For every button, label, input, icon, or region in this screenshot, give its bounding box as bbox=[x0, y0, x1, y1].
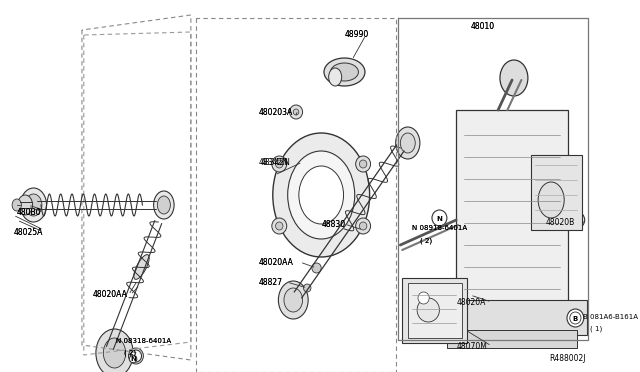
Ellipse shape bbox=[401, 133, 415, 153]
Ellipse shape bbox=[134, 254, 149, 279]
Ellipse shape bbox=[131, 350, 141, 362]
Ellipse shape bbox=[132, 352, 140, 360]
Bar bbox=[447, 330, 577, 348]
Ellipse shape bbox=[500, 60, 528, 96]
Text: 48830: 48830 bbox=[321, 220, 346, 229]
Bar bbox=[531, 155, 582, 230]
Text: 48010: 48010 bbox=[471, 22, 495, 31]
Ellipse shape bbox=[538, 182, 564, 218]
Ellipse shape bbox=[356, 218, 371, 234]
Text: 48827: 48827 bbox=[259, 278, 283, 287]
Text: 48020B: 48020B bbox=[545, 218, 575, 227]
Text: ( 2): ( 2) bbox=[420, 237, 432, 244]
Ellipse shape bbox=[573, 216, 581, 224]
Text: N: N bbox=[130, 356, 136, 362]
Ellipse shape bbox=[303, 284, 311, 292]
Text: 48020AA: 48020AA bbox=[259, 258, 294, 267]
Ellipse shape bbox=[157, 196, 170, 214]
Text: ( 2): ( 2) bbox=[124, 350, 136, 356]
Ellipse shape bbox=[154, 191, 174, 219]
Text: 48025A: 48025A bbox=[14, 228, 44, 237]
Text: 48990: 48990 bbox=[344, 30, 369, 39]
Text: 48020A: 48020A bbox=[456, 298, 486, 307]
Text: 480203A: 480203A bbox=[259, 108, 293, 117]
Text: B 081A6-B161A: B 081A6-B161A bbox=[583, 314, 638, 320]
Text: N 08918-6401A: N 08918-6401A bbox=[412, 225, 468, 231]
Ellipse shape bbox=[103, 338, 125, 368]
Bar bbox=[408, 283, 462, 338]
Ellipse shape bbox=[417, 298, 440, 322]
Ellipse shape bbox=[360, 160, 367, 168]
Ellipse shape bbox=[288, 151, 355, 239]
Text: 48830: 48830 bbox=[321, 220, 346, 229]
Ellipse shape bbox=[278, 281, 308, 319]
Ellipse shape bbox=[418, 292, 429, 304]
Ellipse shape bbox=[284, 288, 303, 312]
Text: N 08318-6401A: N 08318-6401A bbox=[116, 338, 172, 344]
Text: 48342N: 48342N bbox=[260, 158, 291, 167]
Ellipse shape bbox=[12, 199, 21, 211]
Ellipse shape bbox=[18, 195, 33, 215]
Ellipse shape bbox=[272, 156, 287, 172]
Ellipse shape bbox=[20, 188, 47, 222]
Text: B: B bbox=[573, 316, 578, 322]
Text: 48020AA: 48020AA bbox=[93, 290, 128, 299]
Ellipse shape bbox=[299, 166, 344, 224]
Text: 48990: 48990 bbox=[344, 30, 369, 39]
Ellipse shape bbox=[396, 127, 420, 159]
Ellipse shape bbox=[360, 222, 367, 230]
Ellipse shape bbox=[289, 105, 303, 119]
Ellipse shape bbox=[567, 309, 584, 327]
Text: 48020AA: 48020AA bbox=[93, 290, 128, 299]
Bar bbox=[402, 278, 467, 343]
Text: 48025A: 48025A bbox=[14, 228, 44, 237]
Bar bbox=[438, 300, 586, 335]
Ellipse shape bbox=[276, 160, 283, 168]
Text: 48020AA: 48020AA bbox=[259, 258, 294, 267]
Text: N 08918-6401A: N 08918-6401A bbox=[412, 225, 468, 231]
Ellipse shape bbox=[330, 63, 358, 81]
Text: R488002J: R488002J bbox=[549, 354, 586, 363]
Ellipse shape bbox=[25, 194, 42, 216]
Ellipse shape bbox=[272, 218, 287, 234]
Ellipse shape bbox=[329, 68, 342, 86]
Text: N: N bbox=[436, 216, 442, 222]
Bar bbox=[456, 110, 568, 320]
Ellipse shape bbox=[96, 329, 133, 372]
Text: 48070M: 48070M bbox=[456, 342, 487, 351]
Text: 48827: 48827 bbox=[259, 278, 283, 287]
Ellipse shape bbox=[276, 222, 283, 230]
Ellipse shape bbox=[356, 156, 371, 172]
Text: ( 1): ( 1) bbox=[590, 326, 602, 333]
Text: 48342N: 48342N bbox=[259, 158, 289, 167]
Text: ( 2): ( 2) bbox=[420, 237, 432, 244]
Text: N 08318-6401A: N 08318-6401A bbox=[116, 338, 172, 344]
Ellipse shape bbox=[293, 109, 299, 115]
Ellipse shape bbox=[432, 210, 447, 226]
Text: 480203A: 480203A bbox=[259, 108, 293, 117]
Ellipse shape bbox=[312, 263, 321, 273]
Ellipse shape bbox=[570, 212, 585, 228]
Ellipse shape bbox=[273, 133, 370, 257]
Text: ( 2): ( 2) bbox=[124, 350, 136, 356]
Text: 480B0: 480B0 bbox=[17, 208, 41, 217]
Text: 480B0: 480B0 bbox=[17, 208, 41, 217]
Ellipse shape bbox=[129, 348, 143, 364]
Text: 48010: 48010 bbox=[471, 22, 495, 31]
Ellipse shape bbox=[324, 58, 365, 86]
